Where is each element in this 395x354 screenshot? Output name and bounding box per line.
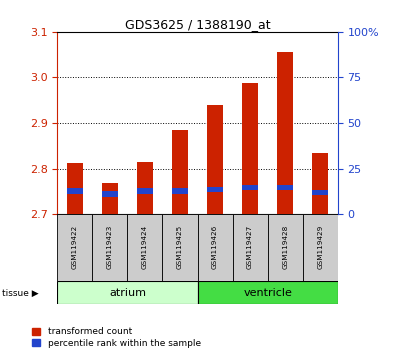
Bar bbox=[67, 188, 83, 194]
Bar bbox=[137, 188, 153, 194]
Text: GSM119428: GSM119428 bbox=[282, 224, 288, 269]
Text: GSM119422: GSM119422 bbox=[72, 224, 78, 269]
Bar bbox=[233, 214, 267, 281]
Bar bbox=[277, 185, 293, 190]
Bar bbox=[172, 188, 188, 194]
Bar bbox=[198, 214, 233, 281]
Legend: transformed count, percentile rank within the sample: transformed count, percentile rank withi… bbox=[32, 327, 201, 348]
Bar bbox=[267, 214, 303, 281]
Bar bbox=[207, 187, 223, 192]
Bar bbox=[92, 214, 127, 281]
Bar bbox=[162, 214, 198, 281]
Bar bbox=[67, 163, 83, 214]
Text: GSM119429: GSM119429 bbox=[317, 224, 323, 269]
Bar bbox=[172, 130, 188, 214]
Title: GDS3625 / 1388190_at: GDS3625 / 1388190_at bbox=[125, 18, 270, 31]
Bar bbox=[102, 192, 118, 197]
Bar bbox=[198, 281, 338, 304]
Text: GSM119423: GSM119423 bbox=[107, 224, 113, 269]
Bar bbox=[127, 214, 162, 281]
Bar bbox=[242, 185, 258, 190]
Text: GSM119425: GSM119425 bbox=[177, 224, 183, 269]
Bar bbox=[242, 83, 258, 214]
Bar bbox=[277, 52, 293, 214]
Bar bbox=[102, 183, 118, 214]
Bar bbox=[312, 153, 328, 214]
Bar bbox=[207, 105, 223, 214]
Bar bbox=[57, 281, 198, 304]
Text: GSM119424: GSM119424 bbox=[142, 224, 148, 269]
Text: ventricle: ventricle bbox=[243, 288, 292, 298]
Text: GSM119427: GSM119427 bbox=[247, 224, 253, 269]
Bar bbox=[57, 214, 92, 281]
Bar bbox=[303, 214, 338, 281]
Text: GSM119426: GSM119426 bbox=[212, 224, 218, 269]
Text: atrium: atrium bbox=[109, 288, 146, 298]
Text: tissue ▶: tissue ▶ bbox=[2, 289, 39, 297]
Bar bbox=[312, 190, 328, 195]
Bar bbox=[137, 162, 153, 214]
